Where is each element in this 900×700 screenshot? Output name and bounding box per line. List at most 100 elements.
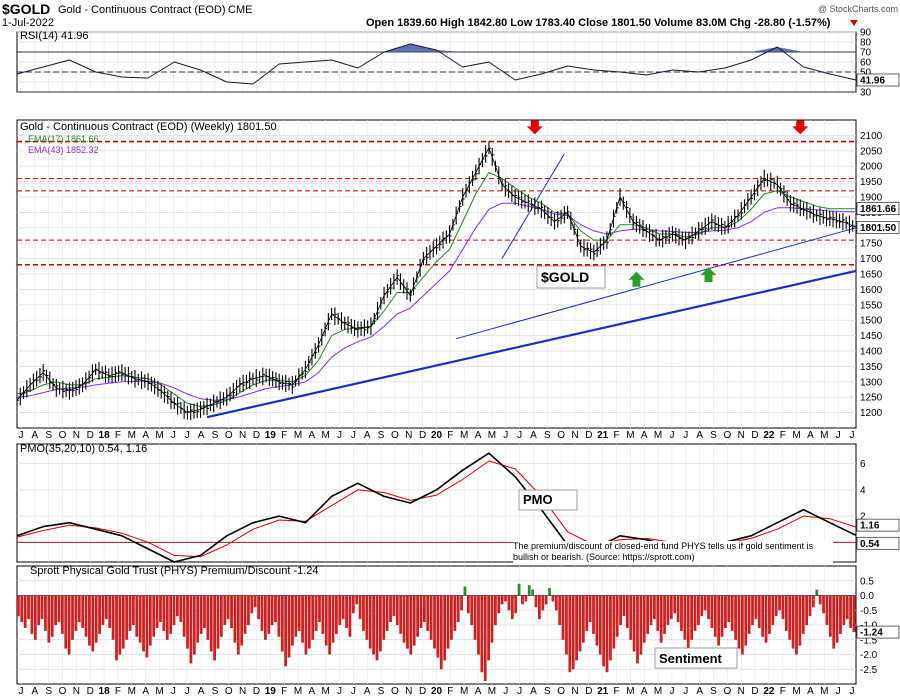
premium-bar [571, 595, 575, 670]
x-tick-label: J [171, 430, 176, 441]
premium-bar [392, 595, 396, 617]
premium-bar [524, 595, 528, 602]
y-tick-label: 1450 [860, 331, 883, 342]
ema43-legend: EMA(43) 1852.32 [28, 145, 99, 155]
x-tick-label: A [475, 686, 482, 697]
down-arrow-icon [792, 120, 809, 135]
premium-bar [768, 595, 771, 634]
premium-bar [751, 595, 754, 625]
premium-bar [527, 585, 531, 596]
x-tick-label: J [19, 686, 24, 697]
premium-bar [463, 586, 467, 596]
x-tick-label: A [309, 686, 316, 697]
premium-bar [33, 595, 37, 640]
x-tick-label: S [212, 686, 219, 697]
premium-bar [686, 595, 690, 649]
premium-bar [240, 595, 244, 646]
premium-bar [318, 595, 321, 622]
premium-bar [839, 595, 842, 634]
x-axis-top: J A S O N D 18 F M A M J J A S O N D 19 F M A M J J A S O N D 20 F M A M J J… [19, 430, 855, 441]
ema17-legend: EMA(17) 1861.66 [28, 134, 99, 144]
premium-bar [351, 595, 355, 614]
premium-bar [219, 595, 223, 637]
x-tick-label: J [503, 430, 508, 441]
premium-bar [395, 595, 399, 625]
premium-bar [348, 595, 352, 637]
premium-bar [426, 595, 430, 631]
premium-bar [40, 595, 44, 620]
premium-bar [260, 595, 264, 631]
premium-bar [483, 595, 487, 681]
x-tick-label: F [447, 686, 453, 697]
premium-bar [115, 595, 118, 661]
premium-bar [304, 595, 308, 655]
premium-bar [389, 595, 392, 622]
x-tick-label: D [585, 686, 592, 697]
premium-bar [561, 595, 565, 640]
premium-bar [649, 595, 653, 625]
premium-bar [243, 595, 247, 634]
rsi-panel: 3040506070809041.96 [16, 28, 900, 99]
premium-last-value: -1.24 [860, 628, 883, 639]
x-tick-label: J [683, 686, 688, 697]
price-last-value: 1801.50 [860, 223, 897, 234]
premium-bar [138, 595, 142, 643]
premium-bar [747, 595, 751, 634]
premium-bar [612, 595, 616, 649]
premium-bar [148, 595, 152, 646]
y-tick-label: 1500 [860, 316, 883, 327]
premium-bar [754, 595, 758, 620]
premium-title: Sprott Physical Gold Trust (PHYS) Premiu… [30, 565, 319, 577]
premium-bar [91, 595, 95, 652]
x-tick-label: M [460, 686, 468, 697]
premium-bar [382, 595, 386, 640]
premium-bar [740, 595, 744, 655]
x-tick-label: A [641, 686, 648, 697]
premium-bar [460, 595, 463, 611]
premium-bar [581, 595, 585, 643]
x-tick-label: 18 [99, 686, 111, 697]
premium-bar [494, 595, 497, 625]
x-tick-label: O [59, 430, 67, 441]
premium-bar [436, 595, 440, 658]
premium-bar [852, 595, 856, 633]
x-tick-label: A [32, 686, 39, 697]
secondary-trend-line [456, 227, 857, 340]
x-tick-label: M [322, 686, 330, 697]
premium-bar [703, 595, 707, 611]
premium-bar [832, 595, 836, 649]
premium-bar [697, 595, 700, 625]
premium-bar [270, 595, 274, 625]
premium-bar [443, 595, 447, 661]
premium-bar [263, 595, 267, 640]
premium-bar [490, 595, 494, 643]
premium-bar [629, 595, 633, 640]
premium-bar [669, 595, 673, 620]
premium-bar [145, 595, 149, 658]
premium-bar [233, 595, 237, 643]
pmo-signal-last-value: 1.16 [860, 521, 880, 532]
premium-bar [713, 595, 717, 637]
x-tick-label: 18 [99, 430, 111, 441]
premium-bar [598, 595, 602, 655]
x-tick-label: A [696, 430, 703, 441]
pmo-signal-last-value-box [856, 518, 900, 532]
premium-bar [565, 595, 568, 655]
x-tick-label: O [391, 686, 399, 697]
premium-bar [81, 595, 85, 628]
premium-bar [287, 595, 291, 658]
premium-bar [639, 595, 643, 655]
x-tick-label: O [225, 686, 233, 697]
x-tick-label: O [225, 430, 233, 441]
premium-bar [656, 595, 660, 631]
premium-bar [615, 595, 619, 637]
premium-bar [727, 595, 731, 622]
chart-date: 1-Jul-2022 [2, 17, 54, 29]
x-tick-label: S [544, 430, 551, 441]
premium-bar [632, 595, 636, 652]
x-tick-label: N [73, 430, 80, 441]
premium-bar [111, 595, 115, 640]
gold-annotation-box [536, 265, 606, 289]
premium-bar [842, 595, 846, 625]
premium-bar [125, 595, 129, 640]
